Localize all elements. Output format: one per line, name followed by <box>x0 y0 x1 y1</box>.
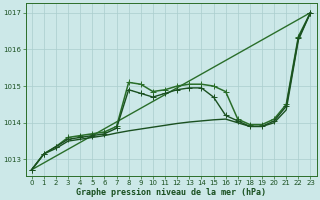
X-axis label: Graphe pression niveau de la mer (hPa): Graphe pression niveau de la mer (hPa) <box>76 188 266 197</box>
